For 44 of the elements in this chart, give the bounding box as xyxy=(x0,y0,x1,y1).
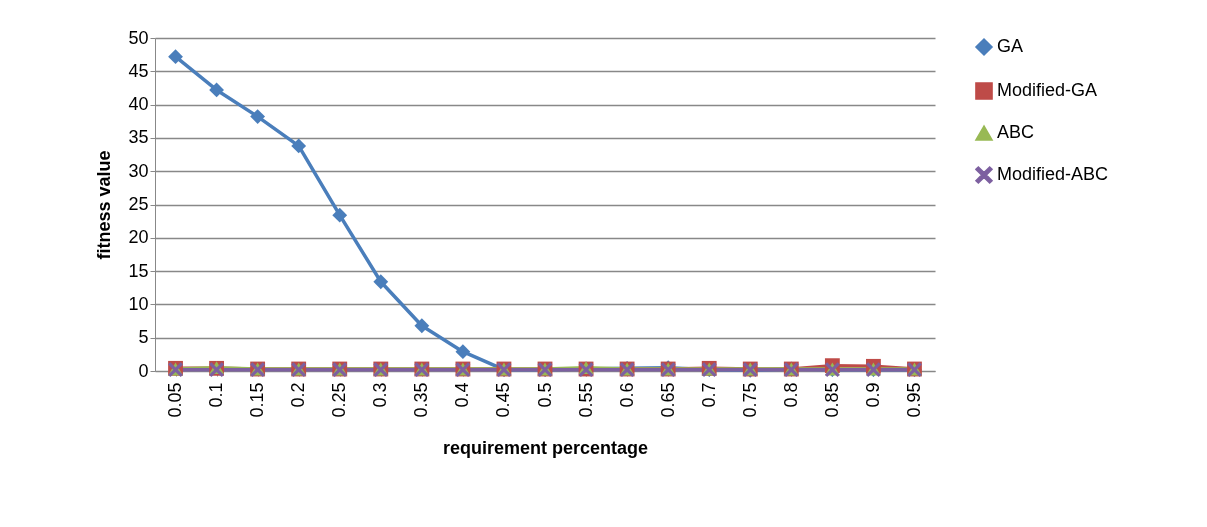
x-tick-label: 0.95 xyxy=(903,382,924,418)
y-tick-label: 50 xyxy=(128,27,149,48)
x-tick-label: 0.6 xyxy=(616,382,637,408)
point xyxy=(209,82,224,98)
point xyxy=(414,318,430,334)
y-tick-label: 15 xyxy=(128,260,149,281)
x-tick-label: 0.7 xyxy=(698,382,719,408)
y-tick-label: 0 xyxy=(138,360,149,381)
x-tick-label: 0.65 xyxy=(657,382,678,418)
y-tick-label: 35 xyxy=(128,127,149,148)
x-tick-label: 0.25 xyxy=(329,382,350,418)
x-tick-label: 0.8 xyxy=(780,382,801,408)
x-tick-label: 0.4 xyxy=(452,382,473,408)
y-tick-label: 45 xyxy=(128,60,149,81)
legend-label: GA xyxy=(997,36,1024,56)
point xyxy=(332,207,348,223)
legend-label: Modified-GA xyxy=(997,80,1098,100)
x-tick-label: 0.9 xyxy=(862,382,883,408)
y-tick-label: 40 xyxy=(128,94,149,115)
x-tick-label: 0.15 xyxy=(247,382,268,418)
legend-label: Modified-ABC xyxy=(997,164,1109,184)
y-tick-label: 30 xyxy=(128,160,149,181)
y-tick-label: 5 xyxy=(138,327,149,348)
point xyxy=(250,109,266,124)
x-tick-label: 0.5 xyxy=(534,382,555,408)
x-tick-label: 0.45 xyxy=(493,382,514,418)
x-tick-label: 0.2 xyxy=(288,382,309,408)
x-tick-label: 0.35 xyxy=(411,382,432,418)
x-axis-title: requirement percentage xyxy=(442,437,649,458)
x-tick-label: 0.55 xyxy=(575,382,596,418)
point xyxy=(168,49,183,65)
point xyxy=(455,344,471,360)
x-tick-label: 0.05 xyxy=(165,382,186,418)
x-tick-label: 0.85 xyxy=(821,382,842,418)
legend-label: ABC xyxy=(997,122,1035,142)
y-tick-label: 25 xyxy=(128,194,149,214)
point xyxy=(291,138,307,154)
point xyxy=(373,274,389,290)
y-tick-label: 10 xyxy=(128,293,149,314)
x-tick-label: 0.1 xyxy=(206,382,227,408)
y-axis-title: fitness value xyxy=(94,150,115,260)
x-tick-label: 0.75 xyxy=(739,382,760,418)
x-tick-label: 0.3 xyxy=(370,382,391,408)
y-tick-label: 20 xyxy=(128,227,149,248)
